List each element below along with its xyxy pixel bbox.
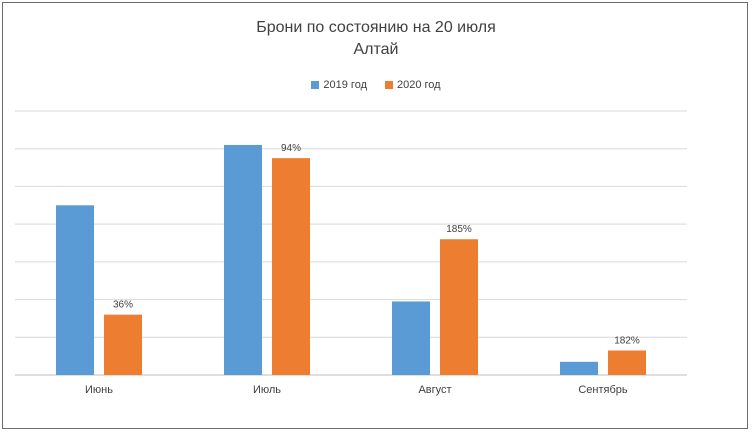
chart-subtitle: Алтай [353, 41, 399, 58]
bar-2019-1 [224, 144, 262, 375]
chart-frame: Брони по состоянию на 20 июля Алтай 2019… [2, 2, 748, 429]
x-tick-label: Август [418, 384, 451, 396]
bar-2020-3 [608, 350, 646, 375]
legend-swatch-2019 [311, 81, 320, 89]
legend-swatch-2020 [385, 81, 393, 89]
plot-area: 36% Июнь 94% Июль 185% Август 182% Сентябрь [15, 110, 687, 396]
x-tick-label: Июль [253, 384, 281, 396]
legend-item-2019: 2019 год [311, 79, 367, 91]
bar-2020-1 [272, 158, 310, 375]
legend: 2019 год 2020 год [3, 79, 749, 91]
x-tick-label: Июнь [85, 384, 113, 396]
bar-2019-2 [392, 301, 430, 375]
bar-2019-3 [560, 361, 598, 375]
labels: 36% Июнь 94% Июль 185% Август 182% Сентябрь [85, 143, 640, 396]
data-label: 94% [281, 143, 301, 154]
bars [56, 144, 646, 375]
legend-label-2019: 2019 год [323, 79, 367, 91]
data-label: 185% [446, 224, 472, 235]
legend-item-2020: 2020 год [385, 79, 441, 91]
bar-2020-2 [440, 239, 478, 375]
data-label: 36% [113, 300, 133, 311]
x-tick-label: Сентябрь [578, 384, 628, 396]
bar-2020-0 [104, 314, 142, 375]
bar-2019-0 [56, 205, 94, 375]
data-label: 182% [614, 335, 640, 346]
legend-label-2020: 2020 год [397, 79, 441, 91]
chart-title: Брони по состоянию на 20 июля [256, 19, 496, 36]
